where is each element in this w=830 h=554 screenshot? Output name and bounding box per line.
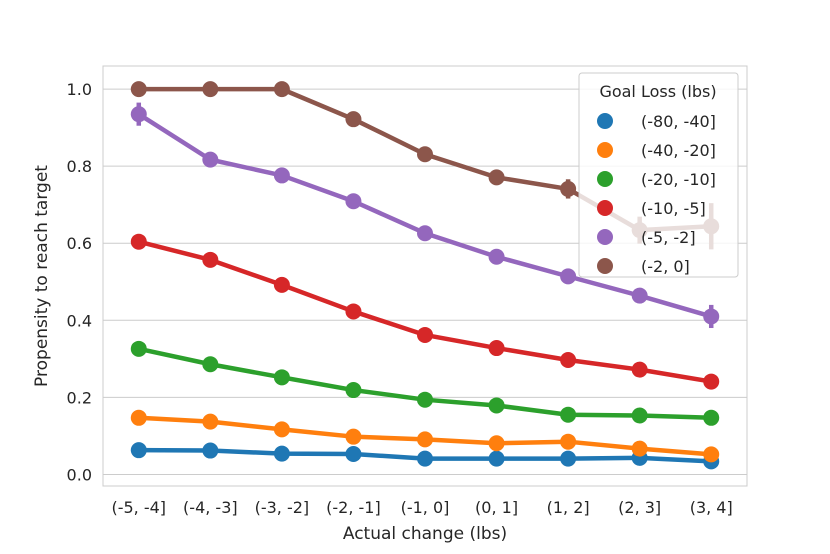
data-point [130,340,147,357]
legend: Goal Loss (lbs) (-80, -40] (-40, -20] (-20… [578,72,739,278]
legend-marker [597,171,613,187]
data-point [202,81,219,98]
x-tick-label: (3, 4] [690,498,733,517]
y-tick-label: 0.8 [67,157,92,176]
x-tick-label: (0, 1] [475,498,518,517]
x-tick-label: (2, 3] [618,498,661,517]
data-point [202,251,219,268]
data-point [345,428,362,445]
x-tick-label: (-2, -1] [326,498,381,517]
data-point [273,369,290,386]
y-tick-label: 0.2 [67,388,92,407]
series-2 [130,340,720,426]
data-point [488,435,505,452]
data-point [345,111,362,128]
y-tick-label: 0.0 [67,465,92,484]
data-point [488,248,505,265]
y-tick-label: 0.6 [67,234,92,253]
series-0 [130,442,720,470]
data-point [560,433,577,450]
legend-label: (-80, -40] [641,112,716,131]
data-point [631,407,648,424]
data-point [560,268,577,285]
legend-title: Goal Loss (lbs) [599,82,716,101]
data-point [130,442,147,459]
y-axis-label: Propensity to reach target [32,165,52,387]
legend-marker [597,229,613,245]
data-point [345,446,362,463]
data-point [417,431,433,448]
legend-marker [597,113,613,129]
x-tick-label: (-5, -4] [111,498,166,517]
legend-label: (-2, 0] [641,257,690,276]
plot-frame [102,65,748,487]
data-point [703,308,720,325]
data-point [273,81,290,98]
legend-marker [597,200,613,216]
data-point [631,287,648,304]
x-tick-label: (-4, -3] [183,498,238,517]
y-tick-label: 0.4 [67,311,92,330]
legend-label: (-10, -5] [641,199,706,218]
data-point [130,106,147,123]
series-3 [130,233,720,390]
data-point [202,442,219,459]
data-point [560,406,577,423]
y-axis-ticks: 0.0 0.2 0.4 0.6 0.8 1.0 [67,80,92,484]
data-point [560,352,577,368]
data-point [488,397,505,414]
y-tick-label: 1.0 [67,80,92,99]
legend-marker [597,142,613,158]
data-point [560,180,577,197]
data-point [417,450,433,467]
data-point [345,382,362,399]
legend-items: (-80, -40] (-40, -20] (-20, -10] (-10, -5] (… [597,112,716,276]
data-point [488,169,505,186]
data-point [417,391,433,408]
data-point [202,356,219,373]
data-point [345,193,362,210]
legend-label: (-5, -2] [641,228,696,247]
data-point [631,440,648,457]
data-point [417,146,433,163]
data-point [488,450,505,467]
series-4 [130,102,720,329]
data-point [202,151,219,168]
data-point [488,340,505,357]
data-point [273,276,290,293]
legend-marker [597,258,613,274]
data-point [703,409,720,426]
x-tick-label: (1, 2] [547,498,590,517]
x-axis-ticks: (-5, -4] (-4, -3] (-3, -2] (-2, -1] (-1, 0] (… [111,498,732,517]
data-point [202,413,219,430]
data-point [417,326,433,343]
x-tick-label: (-1, 0] [401,498,450,517]
legend-box [578,72,739,278]
data-point [560,450,577,467]
data-point [703,446,720,463]
x-axis-label: Actual change (lbs) [343,524,507,544]
x-tick-label: (-3, -2] [255,498,310,517]
data-point [703,373,720,390]
data-point [273,421,290,438]
series-1 [130,409,720,463]
data-point [130,233,147,250]
data-point [130,409,147,426]
legend-label: (-40, -20] [641,141,716,160]
data-point [345,303,362,320]
data-point [417,225,433,242]
legend-label: (-20, -10] [641,170,716,189]
data-point [130,81,147,98]
data-point [631,361,648,378]
data-point [273,167,290,184]
data-point [273,445,290,462]
